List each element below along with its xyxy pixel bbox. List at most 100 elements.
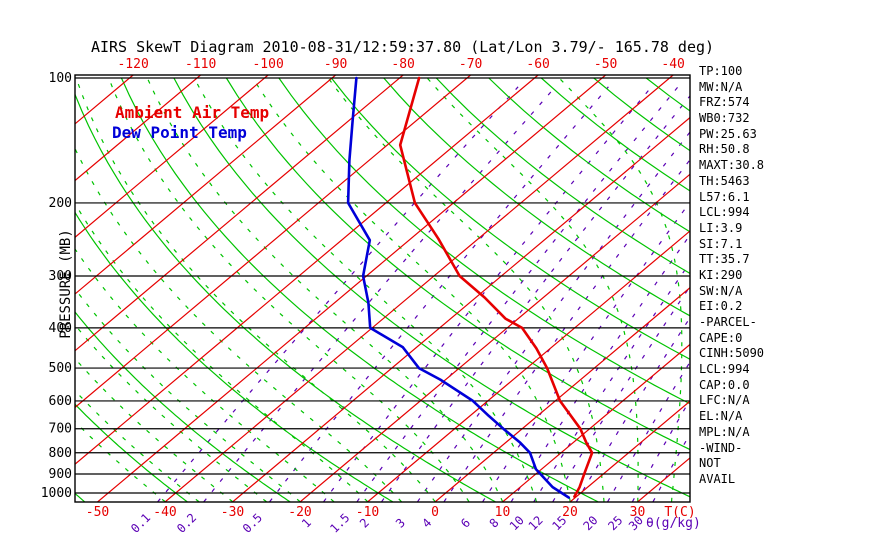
temp-axis-unit-label: T(C) bbox=[664, 505, 695, 520]
mixing-ratio-tick-label: 6 bbox=[458, 516, 473, 531]
dry-adiabat-line bbox=[435, 77, 690, 275]
stat-line: CAPE:0 bbox=[699, 330, 743, 345]
bottom-axis-tick-labels: -50 -40 -30 -20 -10 0 10 20 30 T(C) bbox=[86, 505, 696, 520]
dry-adiabat-line bbox=[120, 77, 599, 502]
stat-line: KI:290 bbox=[699, 267, 743, 282]
bottom-axis-tick-label: -20 bbox=[288, 505, 311, 520]
plot-border-rect bbox=[74, 74, 691, 503]
stat-line: TH:5463 bbox=[699, 173, 750, 188]
stat-line: MW:N/A bbox=[699, 79, 743, 94]
stat-line: EL:N/A bbox=[699, 409, 743, 424]
stats-panel: TP:100 MW:N/A FRZ:574 WB0:732 PW:25.63 RH:50.… bbox=[699, 64, 764, 488]
mixing-ratio-tick-label: 0.1 bbox=[128, 511, 153, 536]
top-axis-tick-labels: -120 -110 -100 -90 -80 -70 -60 -50 -40 bbox=[117, 57, 684, 72]
pressure-tick-label: 1000 bbox=[41, 486, 72, 501]
mixing-ratio-line bbox=[381, 95, 690, 502]
isotherm-line bbox=[502, 343, 690, 502]
top-axis-tick-label: -60 bbox=[526, 57, 549, 72]
stat-line: RH:50.8 bbox=[699, 142, 750, 157]
bottom-axis-tick-label: 20 bbox=[562, 505, 578, 520]
mixing-ratio-tick-label: 12 bbox=[526, 513, 546, 533]
mixing-ratio-line bbox=[417, 131, 690, 502]
mixing-ratio-line bbox=[203, 86, 556, 502]
mixing-ratio-line bbox=[356, 86, 679, 502]
pressure-tick-labels: 100 200 300 400 500 600 700 800 900 1000 bbox=[41, 71, 72, 501]
top-axis-tick-label: -80 bbox=[391, 57, 414, 72]
mixing-ratio-tick-label: 25 bbox=[605, 513, 625, 533]
dry-adiabat-line bbox=[383, 77, 690, 317]
bottom-axis-tick-label: -50 bbox=[86, 505, 109, 520]
stat-line: SW:N/A bbox=[699, 283, 743, 298]
pressure-tick-label: 900 bbox=[49, 467, 72, 482]
pressure-tick-label: 300 bbox=[49, 269, 72, 284]
dry-adiabat-line bbox=[75, 211, 394, 502]
stat-line: PW:25.63 bbox=[699, 126, 757, 141]
pressure-tick-label: 600 bbox=[49, 394, 72, 409]
isotherm-line bbox=[367, 230, 690, 502]
moist-adiabat-line bbox=[327, 77, 605, 502]
isotherm-line bbox=[434, 286, 690, 502]
pressure-tick-label: 400 bbox=[49, 321, 72, 336]
plot-border bbox=[74, 74, 691, 503]
stat-line: CINH:5090 bbox=[699, 346, 765, 361]
stat-line: LCL:994 bbox=[699, 205, 750, 220]
pressure-tick-label: 500 bbox=[49, 361, 72, 376]
mixing-ratio-line bbox=[269, 86, 609, 502]
isotherm-line bbox=[569, 400, 690, 502]
bottom-axis-tick-label: -30 bbox=[221, 505, 244, 520]
legend-dew-point: Dew Point Temp bbox=[112, 123, 247, 142]
dry-adiabat-line bbox=[225, 77, 690, 451]
dry-adiabat-line bbox=[75, 92, 496, 502]
stat-line: CAP:0.0 bbox=[699, 377, 750, 392]
legend-air-temp: Ambient Air Temp bbox=[115, 103, 270, 122]
dry-adiabat-line bbox=[330, 77, 690, 360]
stat-line: TT:35.7 bbox=[699, 252, 750, 267]
stat-line: L57:6.1 bbox=[699, 189, 750, 204]
top-axis-tick-label: -90 bbox=[324, 57, 347, 72]
mixing-ratio-tick-label: 1.5 bbox=[327, 511, 352, 536]
stat-line: -PARCEL- bbox=[699, 315, 757, 329]
isotherm-line bbox=[75, 75, 337, 295]
mixing-ratio-line bbox=[443, 158, 690, 502]
mixing-ratio-tick-label: 3 bbox=[393, 516, 408, 531]
air-temp-profile-line bbox=[398, 76, 594, 498]
isotherm-line bbox=[75, 75, 472, 409]
isotherm-line bbox=[75, 75, 202, 182]
pressure-gridlines bbox=[75, 77, 690, 494]
mixing-ratio-tick-label: 0.2 bbox=[174, 511, 199, 536]
top-axis-tick-label: -70 bbox=[459, 57, 482, 72]
isotherm-line bbox=[75, 75, 539, 465]
air-temp-curve bbox=[398, 76, 594, 498]
top-axis-tick-label: -100 bbox=[252, 57, 283, 72]
pressure-axis-title: PRESSURE (MB) bbox=[58, 229, 74, 339]
pressure-tick-label: 100 bbox=[49, 71, 72, 86]
stat-line: LCL:994 bbox=[699, 362, 750, 377]
bottom-axis-tick-label: 10 bbox=[495, 505, 511, 520]
pressure-tick-label: 800 bbox=[49, 446, 72, 461]
stat-line: WB0:732 bbox=[699, 111, 750, 126]
chart-title: AIRS SkewT Diagram 2010-08-31/12:59:37.8… bbox=[90, 38, 715, 56]
moist-adiabat-line bbox=[75, 287, 301, 502]
mixing-ratio-line bbox=[552, 285, 690, 502]
pressure-tick-label: 200 bbox=[49, 196, 72, 211]
stat-line: -WIND- bbox=[699, 440, 743, 455]
mixing-ratio-line bbox=[157, 86, 519, 502]
mixing-ratio-line bbox=[323, 86, 652, 502]
dry-adiabat-line bbox=[173, 77, 690, 498]
stat-line: TP:100 bbox=[699, 64, 743, 78]
isotherm-line bbox=[75, 75, 404, 352]
moist-adiabat-line bbox=[146, 77, 504, 502]
stat-line: MPL:N/A bbox=[699, 424, 750, 439]
mixing-ratio-tick-label: 20 bbox=[581, 513, 601, 533]
top-axis-tick-label: -120 bbox=[117, 57, 148, 72]
stat-line: MAXT:30.8 bbox=[699, 158, 765, 173]
bottom-axis-tick-label: -10 bbox=[356, 505, 379, 520]
top-axis-tick-label: -40 bbox=[661, 57, 684, 72]
dry-adiabat-line bbox=[75, 311, 291, 502]
moist-adiabat-line bbox=[426, 77, 639, 502]
mixing-axis-unit-label: θ(g/kg) bbox=[646, 516, 701, 531]
mixing-ratio-line bbox=[510, 234, 690, 502]
stat-line: LFC:N/A bbox=[699, 393, 750, 408]
